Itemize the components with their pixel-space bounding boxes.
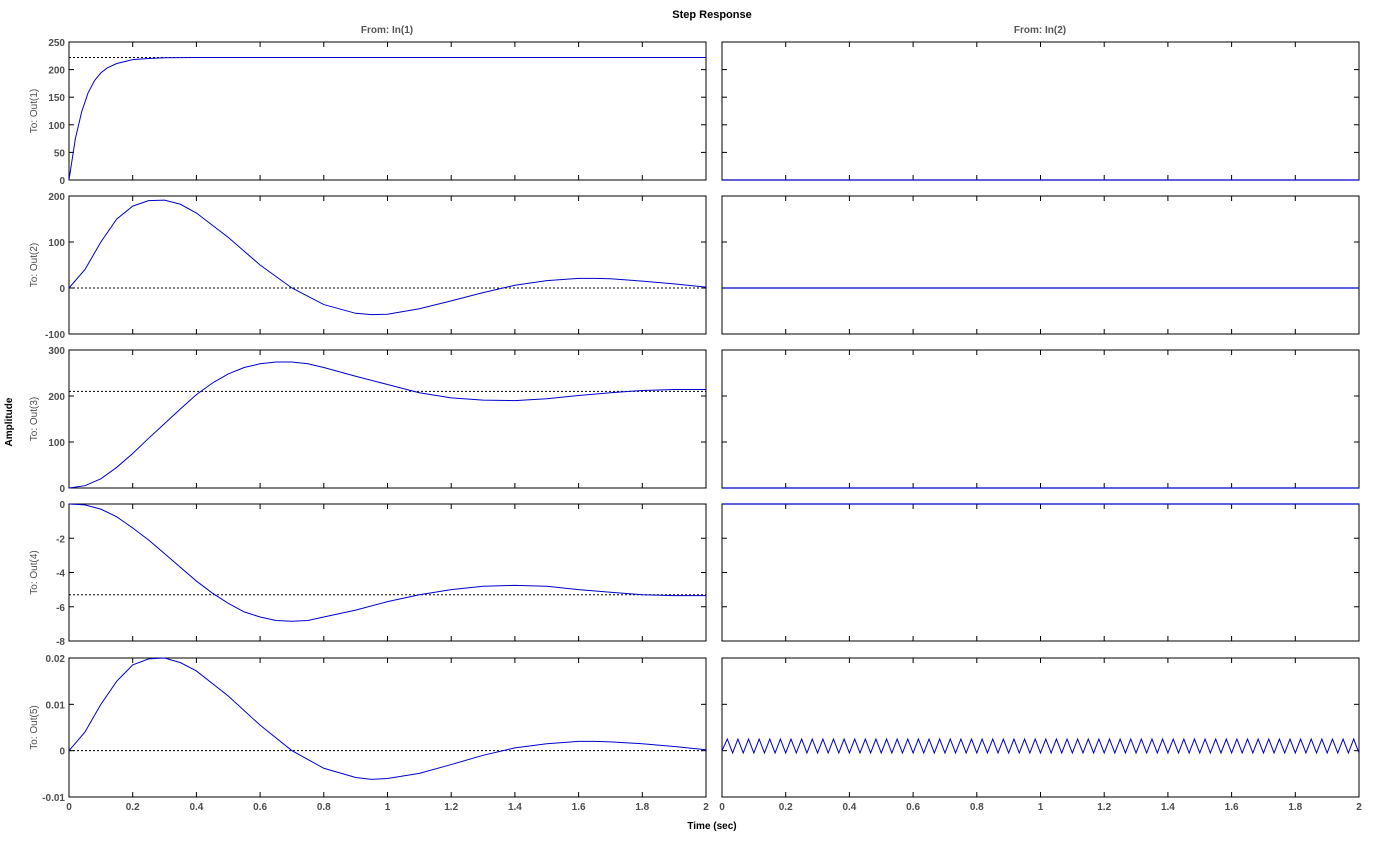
x-tick-label: 0.2 [126, 802, 140, 813]
y-tick-label: 50 [54, 148, 66, 159]
chart-title: Step Response [672, 9, 751, 21]
x-tick-label: 1.6 [1225, 802, 1239, 813]
axes-box [68, 503, 707, 642]
y-tick-label: 100 [48, 438, 65, 449]
y-tick-label: 0 [59, 747, 65, 758]
step-response-line [68, 199, 707, 316]
column-title-in1: From: In(1) [361, 25, 413, 36]
y-tick-label: -2 [56, 534, 65, 545]
x-tick-label: 1.6 [572, 802, 586, 813]
x-tick-label: 1.8 [635, 802, 649, 813]
row-label: To: Out(4) [29, 550, 40, 594]
axes-box [721, 657, 1360, 798]
x-tick-label: 0.8 [317, 802, 331, 813]
y-tick-label: 0 [59, 500, 65, 511]
axes-box [68, 657, 707, 798]
x-tick-label: 1 [1038, 802, 1044, 813]
x-tick-label: 1.2 [444, 802, 458, 813]
y-tick-label: 0.01 [46, 700, 66, 711]
x-tick-label: 2 [1356, 802, 1362, 813]
step-response-line [68, 361, 706, 489]
axes-box [721, 195, 1360, 335]
axes-box [68, 349, 707, 489]
y-tick-label: -8 [56, 637, 65, 648]
x-tick-label: 1 [385, 802, 391, 813]
axes-box [721, 41, 1360, 181]
axes-box [68, 195, 707, 335]
column-title-in2: From: In(2) [1014, 25, 1066, 36]
x-tick-label: 0.6 [906, 802, 920, 813]
y-tick-label: -4 [56, 569, 65, 580]
x-tick-label: 1.4 [1161, 802, 1175, 813]
y-tick-label: 0 [59, 484, 65, 495]
x-tick-label: 0.6 [253, 802, 267, 813]
x-tick-label: 0 [719, 802, 725, 813]
y-tick-label: 200 [48, 192, 65, 203]
y-tick-label: 200 [48, 392, 65, 403]
y-tick-label: 150 [48, 93, 65, 104]
y-tick-label: -0.01 [42, 793, 65, 804]
y-tick-label: 250 [48, 38, 65, 49]
x-tick-label: 0.4 [189, 802, 203, 813]
row-label: To: Out(1) [29, 89, 40, 133]
y-tick-label: 300 [48, 346, 65, 357]
step-response-line [68, 56, 706, 181]
y-tick-label: 100 [48, 121, 65, 132]
y-axis-label: Amplitude [4, 397, 15, 446]
x-tick-label: 1.2 [1097, 802, 1111, 813]
x-tick-label: 0.8 [970, 802, 984, 813]
axes-box [721, 503, 1360, 642]
y-tick-label: -6 [56, 603, 65, 614]
x-tick-label: 0.4 [842, 802, 856, 813]
x-tick-label: 0 [66, 802, 72, 813]
step-response-line [68, 657, 707, 780]
step-response-line [721, 737, 1360, 755]
axes-box [721, 349, 1360, 489]
x-tick-label: 1.4 [508, 802, 522, 813]
x-tick-label: 1.8 [1288, 802, 1302, 813]
y-tick-label: 0.02 [46, 654, 66, 665]
row-label: To: Out(3) [29, 397, 40, 441]
y-tick-label: 200 [48, 66, 65, 77]
x-tick-label: 2 [703, 802, 709, 813]
y-tick-label: 0 [59, 284, 65, 295]
x-axis-label: Time (sec) [687, 821, 736, 832]
row-label: To: Out(2) [29, 243, 40, 287]
step-response-line [68, 503, 706, 622]
y-tick-label: -100 [45, 330, 65, 341]
row-label: To: Out(5) [29, 705, 40, 749]
x-tick-label: 0.2 [779, 802, 793, 813]
y-tick-label: 0 [59, 176, 65, 187]
axes-box [68, 41, 707, 181]
y-tick-label: 100 [48, 238, 65, 249]
